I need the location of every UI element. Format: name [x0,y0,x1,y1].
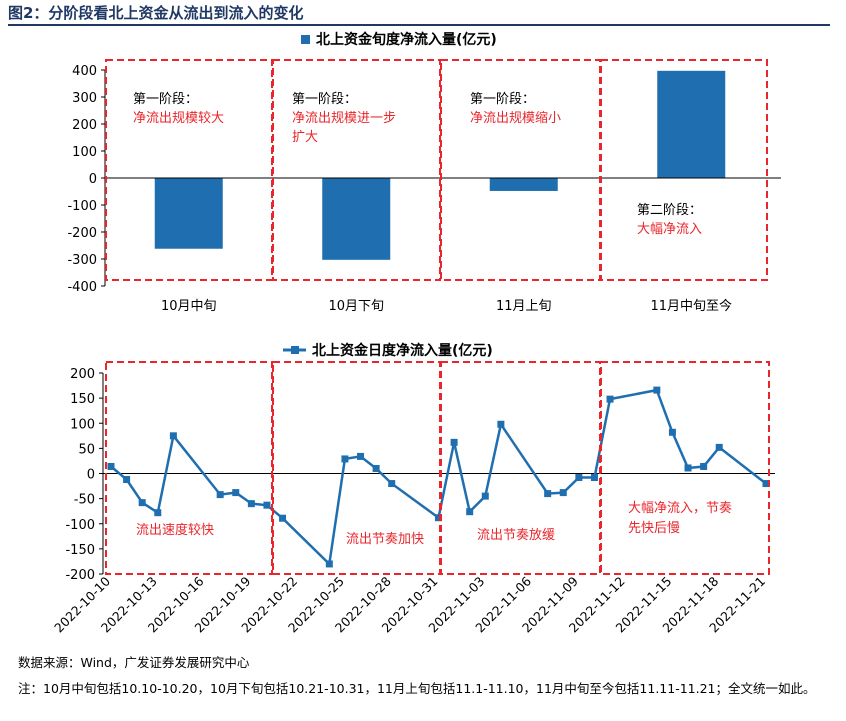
line-y-tick-label: 50 [78,442,95,457]
line-point [653,386,661,394]
line-annotation-text: 流出速度较快 [136,522,214,538]
line-y-tick-label: 150 [70,392,95,407]
line-y-tick-label: -50 [74,493,95,508]
line-point [715,443,723,451]
line-legend-marker [291,346,299,354]
line-point [107,462,115,470]
line-y-tick-label: 200 [70,367,95,382]
line-point [450,438,458,446]
bar-category-label: 10月中旬 [161,299,217,314]
line-point [497,420,505,428]
source-note: 数据来源：Wind，广发证券发展研究中心 [18,655,250,670]
line-point [388,480,396,488]
line-point [341,455,349,463]
bar-category-label: 10月下旬 [328,299,384,314]
line-point [559,489,567,497]
line-point [169,432,177,440]
bar-annotation-text: 净流出规模缩小 [470,110,561,126]
bar-y-tick-label: -200 [67,226,97,241]
line-y-tick-label: 100 [70,417,95,432]
bar-legend-swatch [301,35,310,44]
bar-annotation-text: 净流出规模较大 [133,111,224,126]
bar-annotation-text: 扩大 [292,130,318,145]
line-point [216,491,224,499]
bar-y-tick-label: 0 [89,172,97,187]
line-point [247,500,255,508]
bar-y-tick-label: -100 [67,199,97,214]
line-point [357,452,365,460]
bar-annotation-text: 净流出规模进一步 [292,111,396,126]
line-point [154,509,162,517]
bar-y-tick-label: 300 [72,91,97,106]
line-point [263,501,271,509]
bar-y-tick-label: -300 [67,253,97,268]
bar-annotation-phase: 第一阶段： [133,92,198,107]
bar-y-tick-label: -400 [67,280,97,295]
line-y-tick-label: 0 [87,468,95,483]
bar-phase-box [600,59,768,281]
line-y-tick-label: -150 [65,543,95,558]
bar-phase-box [272,59,441,281]
bar-annotation-phase: 第一阶段： [292,92,357,107]
line-point [481,492,489,500]
line-phase-box [105,361,273,575]
line-point [325,560,333,568]
line-point [138,499,146,507]
bar [322,178,391,260]
bar-y-tick-label: 200 [72,118,97,133]
line-point [232,489,240,497]
bar-y-tick-label: 400 [72,64,97,79]
line-y-tick-label: -200 [65,568,95,583]
line-point [575,474,583,482]
line-annotation-text: 大幅净流入，节奏 [628,501,732,516]
line-point [668,428,676,436]
line-annotation-text: 流出节奏加快 [346,532,424,547]
line-point [279,514,287,522]
footnote: 注：10月中旬包括10.10-10.20，10月下旬包括10.21-10.31，… [18,681,816,696]
line-point [684,464,692,472]
line-point [544,490,552,498]
bar-annotation-phase: 第二阶段： [637,203,702,218]
bar-category-label: 11月中旬至今 [650,298,732,314]
bar-category-label: 11月上旬 [496,299,552,314]
bar-y-tick-label: 100 [72,145,97,160]
bar-legend-label: 北上资金旬度净流入量(亿元) [316,31,497,48]
bar-annotation-text: 大幅净流入 [637,222,702,237]
figure-title: 图2：分阶段看北上资金从流出到流入的变化 [8,4,304,22]
line-point [762,480,770,488]
line-phase-box [272,361,441,575]
bar-annotation-phase: 第一阶段： [470,92,535,107]
line-phase-box [600,361,770,575]
line-point [435,514,442,522]
line-point [466,508,474,516]
line-annotation-text: 流出节奏放缓 [477,528,555,543]
line-point [590,474,598,482]
title-rule [8,24,830,26]
line-point [700,462,708,470]
bar [657,70,726,178]
line-point [372,464,380,472]
bar [154,178,223,249]
line-y-tick-label: -100 [65,518,95,533]
bar [489,178,558,191]
line-point [123,476,131,484]
line-point [606,395,614,403]
line-annotation-text: 先快后慢 [628,520,680,536]
line-legend-label: 北上资金日度净流入量(亿元) [312,342,493,359]
